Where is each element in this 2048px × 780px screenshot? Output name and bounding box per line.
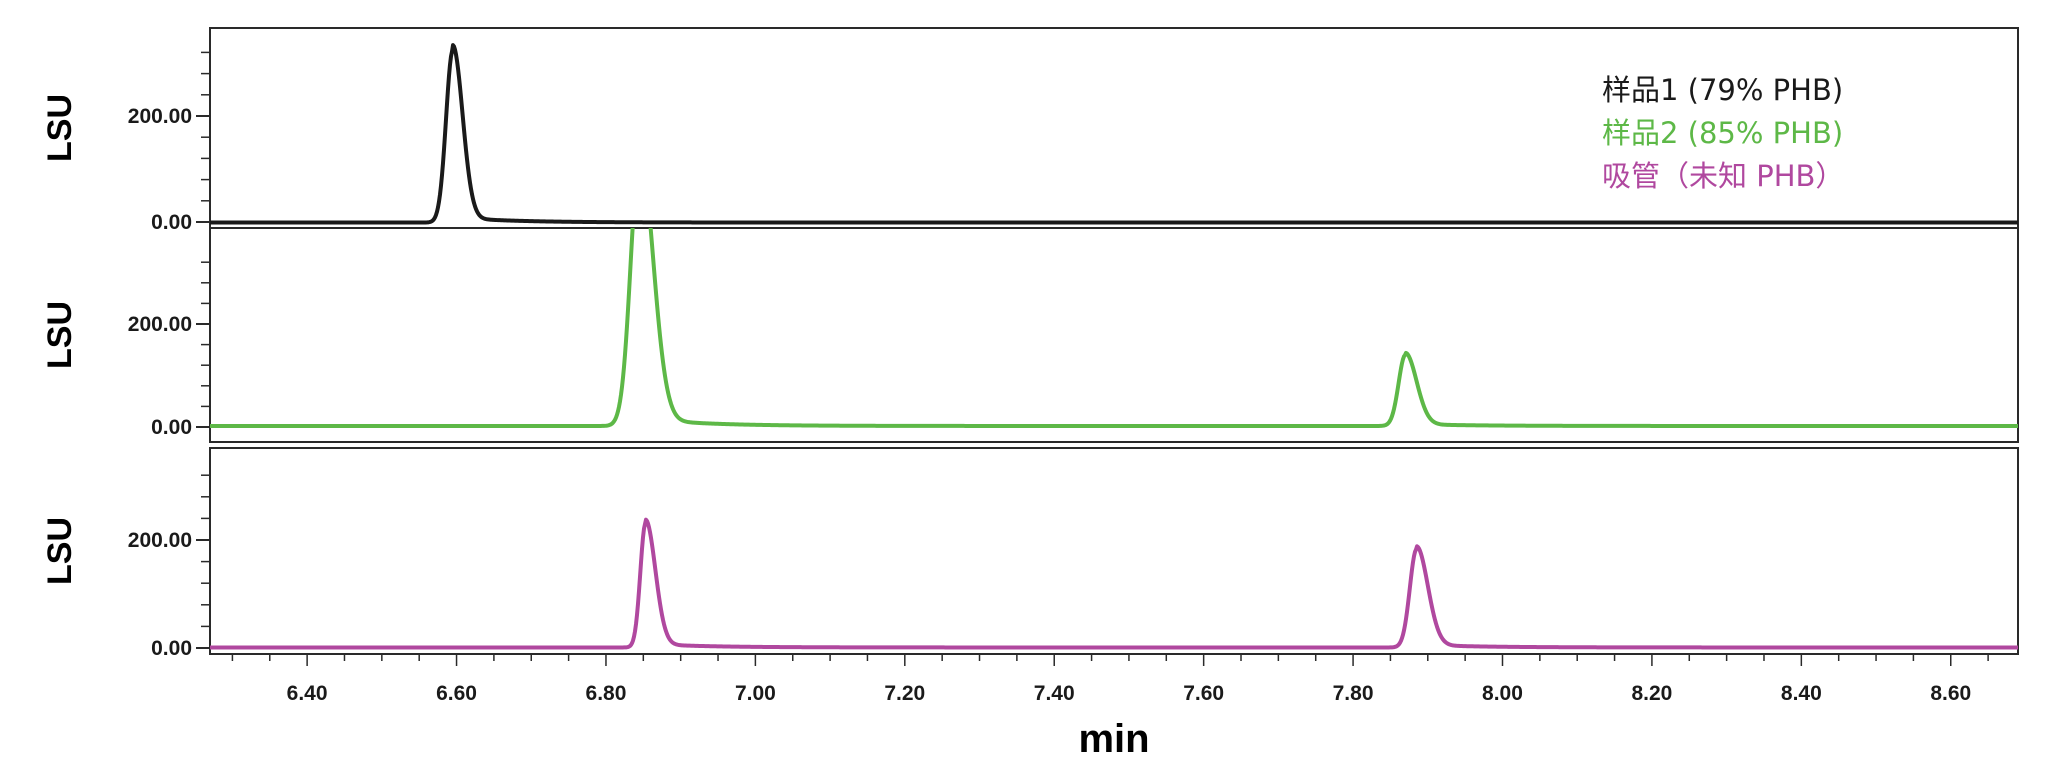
y-tick-label: 0.00: [151, 637, 192, 660]
x-tick-label: 7.20: [884, 682, 925, 705]
panel-frame-2: [209, 227, 2019, 443]
legend-entry-2: 样品2 (85% PHB): [1602, 116, 1843, 150]
y-axis-title: LSU: [41, 94, 79, 162]
x-tick-label: 7.00: [735, 682, 776, 705]
y-tick-label: 0.00: [151, 416, 192, 439]
y-tick-label: 200.00: [128, 313, 192, 336]
y-tick-label: 200.00: [128, 529, 192, 552]
x-tick-label: 8.40: [1781, 682, 1822, 705]
x-tick-label: 8.00: [1482, 682, 1523, 705]
x-tick-label: 7.80: [1333, 682, 1374, 705]
y-axis-title: LSU: [41, 517, 79, 585]
panel-frame-3: [209, 447, 2019, 655]
x-tick-label: 8.20: [1631, 682, 1672, 705]
x-tick-label: 6.80: [586, 682, 627, 705]
series-line-2: [210, 228, 2018, 428]
x-tick-label: 7.40: [1034, 682, 1075, 705]
series-line-1: [210, 43, 2018, 225]
legend-entry-1: 样品1 (79% PHB): [1602, 73, 1843, 107]
series-line-3: [210, 517, 2018, 650]
x-tick-label: 8.60: [1930, 682, 1971, 705]
y-tick-label: 200.00: [128, 105, 192, 128]
x-tick-label: 6.40: [287, 682, 328, 705]
legend-entry-3: 吸管（未知 PHB）: [1602, 159, 1844, 193]
x-axis-title: min: [1078, 717, 1149, 761]
y-tick-label: 0.00: [151, 211, 192, 234]
x-tick-label: 7.60: [1183, 682, 1224, 705]
y-axis-title: LSU: [41, 301, 79, 369]
x-tick-label: 6.60: [436, 682, 477, 705]
